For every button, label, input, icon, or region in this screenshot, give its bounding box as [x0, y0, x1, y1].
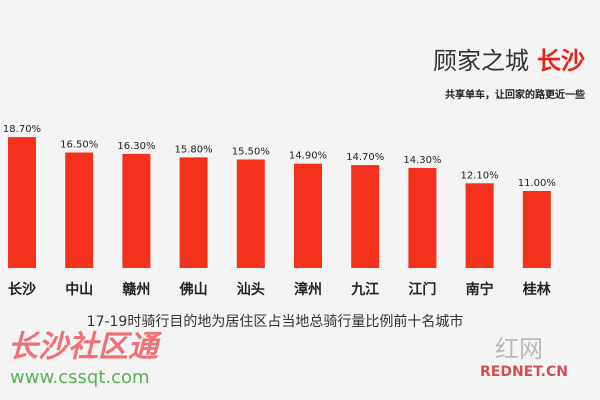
bar — [465, 183, 494, 268]
value-label: 18.70% — [3, 124, 41, 135]
value-label: 12.10% — [461, 170, 499, 181]
x-tick-label: 南宁 — [466, 281, 494, 298]
x-tick-label: 江门 — [408, 281, 436, 298]
bar — [236, 159, 265, 268]
bar — [408, 167, 437, 268]
x-tick-label: 汕头 — [237, 281, 265, 298]
x-tick-label: 赣州 — [122, 281, 150, 298]
bar — [351, 165, 380, 268]
bar — [8, 137, 36, 268]
x-tick-label: 桂林 — [522, 281, 551, 298]
bar — [179, 157, 208, 268]
x-tick-label: 佛山 — [179, 281, 208, 298]
caption: 17-19时骑行目的地为居住区占当地总骑行量比例前十名城市 — [87, 313, 464, 330]
value-label: 11.00% — [518, 178, 556, 189]
watermark-site: 长沙社区通 — [8, 330, 163, 365]
watermark-logo-url: REDNET.CN — [480, 364, 568, 380]
value-label: 15.80% — [175, 144, 213, 155]
subtitle: 共享单车，让回家的路更近一些 — [445, 88, 585, 101]
bar — [122, 153, 151, 268]
value-label: 16.50% — [60, 140, 98, 151]
x-tick-label: 九江 — [350, 281, 379, 298]
value-label: 15.50% — [232, 147, 270, 158]
title-highlight: 长沙 — [537, 47, 585, 75]
bar — [522, 191, 551, 268]
bar — [65, 152, 94, 268]
x-tick-label: 中山 — [65, 281, 93, 298]
value-label: 16.30% — [117, 141, 155, 152]
value-label: 14.70% — [346, 152, 384, 163]
x-tick-label: 长沙 — [8, 281, 36, 298]
x-tick-label: 漳州 — [294, 281, 322, 298]
value-label: 14.30% — [403, 155, 441, 166]
title-text: 顾家之城 — [433, 47, 529, 75]
watermark-url: www.cssqt.com — [10, 367, 150, 388]
bar — [294, 163, 322, 268]
value-label: 14.90% — [289, 151, 327, 162]
chart-title: 顾家之城 长沙 — [433, 47, 585, 75]
watermark-logo: 红网 — [495, 335, 543, 363]
